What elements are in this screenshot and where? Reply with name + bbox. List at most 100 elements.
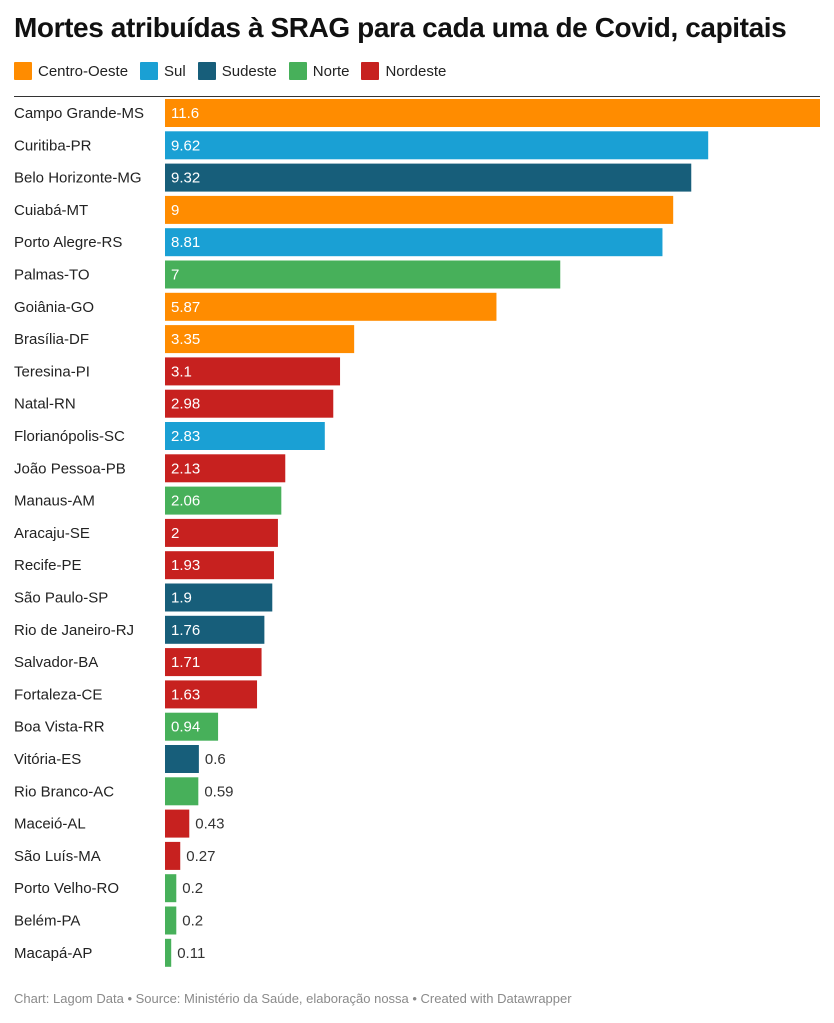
category-label-aracaju-se: Aracaju-SE [14,525,90,542]
category-label-goiania-go: Goiânia-GO [14,299,94,316]
value-label-rio-de-janeiro-rj: 1.76 [171,622,200,639]
category-label-teresina-pi: Teresina-PI [14,363,90,380]
legend-item-norte: Norte [288,62,350,80]
bar-salvador-ba [165,648,262,677]
value-label-rio-branco-ac: 0.59 [204,783,233,800]
value-label-teresina-pi: 3.1 [171,363,192,380]
bar-porto-velho-ro [165,874,177,903]
bar-vitoria-es [165,745,199,773]
category-label-sao-paulo-sp: São Paulo-SP [14,590,108,607]
value-label-belo-horizonte-mg: 9.32 [171,170,200,187]
category-label-belo-horizonte-mg: Belo Horizonte-MG [14,170,142,187]
bar-fortaleza-ce [165,680,258,709]
chart-footer: Chart: Lagom Data • Source: Ministério d… [14,991,572,1006]
bar-rio-de-janeiro-rj [165,615,265,644]
category-label-cuiaba-mt: Cuiabá-MT [14,202,88,219]
category-label-porto-velho-ro: Porto Velho-RO [14,880,119,897]
category-label-recife-pe: Recife-PE [14,557,82,574]
value-label-brasilia-df: 3.35 [171,331,200,348]
value-label-recife-pe: 1.93 [171,557,200,574]
category-label-porto-alegre-rs: Porto Alegre-RS [14,234,122,251]
bar-manaus-am [165,486,282,515]
bar-joao-pessoa-pb [165,454,286,483]
bar-natal-rn [165,389,334,418]
category-label-brasilia-df: Brasília-DF [14,331,89,348]
legend-item-sul: Sul [140,62,186,80]
value-label-campo-grande-ms: 11.6 [171,105,199,122]
bar-brasilia-df [165,325,355,354]
category-label-manaus-am: Manaus-AM [14,493,95,510]
bar-porto-alegre-rs [165,228,663,257]
legend-label-norte: Norte [312,62,350,80]
category-label-sao-luis-ma: São Luís-MA [14,848,101,865]
category-label-salvador-ba: Salvador-BA [14,654,98,671]
bar-curitiba-pr [165,131,709,160]
bar-belem-pa [165,906,177,935]
bar-rio-branco-ac [165,777,199,806]
value-label-aracaju-se: 2 [171,525,179,542]
legend-swatch-nordeste [361,62,380,80]
category-label-boa-vista-rr: Boa Vista-RR [14,719,105,736]
value-label-natal-rn: 2.98 [171,396,200,413]
legend-label-sudeste: Sudeste [221,62,277,80]
category-label-vitoria-es: Vitória-ES [14,751,81,768]
bar-teresina-pi [165,357,341,386]
category-label-palmas-to: Palmas-TO [14,267,90,284]
value-label-joao-pessoa-pb: 2.13 [171,460,200,477]
bar-chart: Campo Grande-MS 11.6 Curitiba-PR 9.62 Belo H… [14,99,820,967]
value-label-salvador-ba: 1.71 [171,654,200,671]
legend-label-centro-oeste: Centro-Oeste [38,62,129,80]
legend-item-centro-oeste: Centro-Oeste [14,62,128,80]
legend: Centro-Oeste Sul Sudeste Norte Nordeste [14,62,446,80]
category-label-rio-de-janeiro-rj: Rio de Janeiro-RJ [14,622,134,639]
value-label-vitoria-es: 0.6 [205,751,226,768]
value-label-porto-alegre-rs: 8.81 [171,234,200,251]
category-label-rio-branco-ac: Rio Branco-AC [14,783,114,800]
bar-belo-horizonte-mg [165,163,692,192]
legend-swatch-sudeste [197,62,216,80]
legend-swatch-sul [140,62,159,80]
value-label-goiania-go: 5.87 [171,299,200,316]
value-label-sao-luis-ma: 0.27 [186,848,215,865]
legend-item-nordeste: Nordeste [361,62,446,80]
category-label-florianopolis-sc: Florianópolis-SC [14,428,125,445]
bar-boa-vista-rr [165,712,219,741]
value-label-fortaleza-ce: 1.63 [171,686,200,703]
bar-recife-pe [165,551,274,580]
value-label-macapa-ap: 0.11 [177,945,205,962]
bar-sao-luis-ma [165,841,181,870]
category-label-belem-pa: Belém-PA [14,913,80,930]
bar-aracaju-se [165,518,278,547]
category-label-curitiba-pr: Curitiba-PR [14,137,92,154]
bar-florianopolis-sc [165,422,325,450]
category-label-fortaleza-ce: Fortaleza-CE [14,686,102,703]
bar-sao-paulo-sp [165,583,273,612]
value-label-belem-pa: 0.2 [182,913,203,930]
value-label-maceio-al: 0.43 [195,816,224,833]
value-label-curitiba-pr: 9.62 [171,137,200,154]
bar-maceio-al [165,809,190,838]
category-label-natal-rn: Natal-RN [14,396,76,413]
legend-label-nordeste: Nordeste [385,62,447,80]
legend-swatch-norte [288,62,307,80]
legend-label-sul: Sul [164,62,186,80]
header-divider [14,96,820,97]
category-label-campo-grande-ms: Campo Grande-MS [14,105,144,122]
value-label-palmas-to: 7 [171,267,179,284]
legend-item-sudeste: Sudeste [197,62,277,80]
legend-swatch-centro-oeste [14,62,32,80]
category-label-joao-pessoa-pb: João Pessoa-PB [14,460,126,477]
category-label-maceio-al: Maceió-AL [14,816,86,833]
bar-goiania-go [165,292,497,321]
bar-macapa-ap [165,938,172,967]
value-label-sao-paulo-sp: 1.9 [171,590,192,607]
value-label-porto-velho-ro: 0.2 [182,880,203,897]
value-label-boa-vista-rr: 0.94 [171,719,200,736]
category-label-macapa-ap: Macapá-AP [14,945,92,962]
bar-palmas-to [165,260,561,289]
value-label-manaus-am: 2.06 [171,493,200,510]
value-label-cuiaba-mt: 9 [171,202,179,219]
bar-campo-grande-ms [165,99,820,127]
chart-title: Mortes atribuídas à SRAG para cada uma d… [14,12,787,43]
bar-cuiaba-mt [165,195,674,224]
